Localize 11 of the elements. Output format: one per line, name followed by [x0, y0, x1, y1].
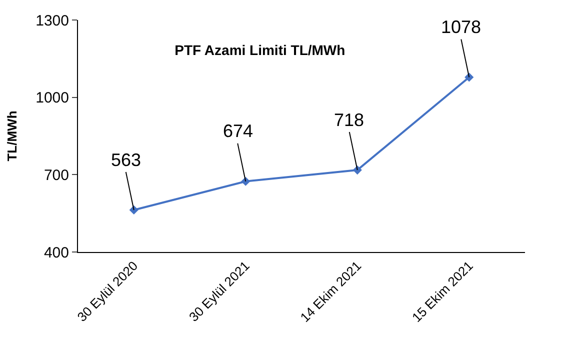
- point: [241, 176, 250, 186]
- data-label: 674: [223, 121, 254, 141]
- y-tick-label: 1300: [36, 12, 69, 30]
- y-tick-label: 1000: [36, 90, 69, 107]
- data-label: 1078: [441, 17, 482, 37]
- y-tick-label: 700: [44, 166, 69, 184]
- y-tick-label: 400: [44, 244, 69, 262]
- data-label: 563: [111, 150, 142, 170]
- y-axis-title: TL/MWh: [4, 110, 20, 162]
- data-label: 718: [334, 110, 364, 130]
- text: PTF Azami Limiti TL/MWh: [174, 42, 346, 58]
